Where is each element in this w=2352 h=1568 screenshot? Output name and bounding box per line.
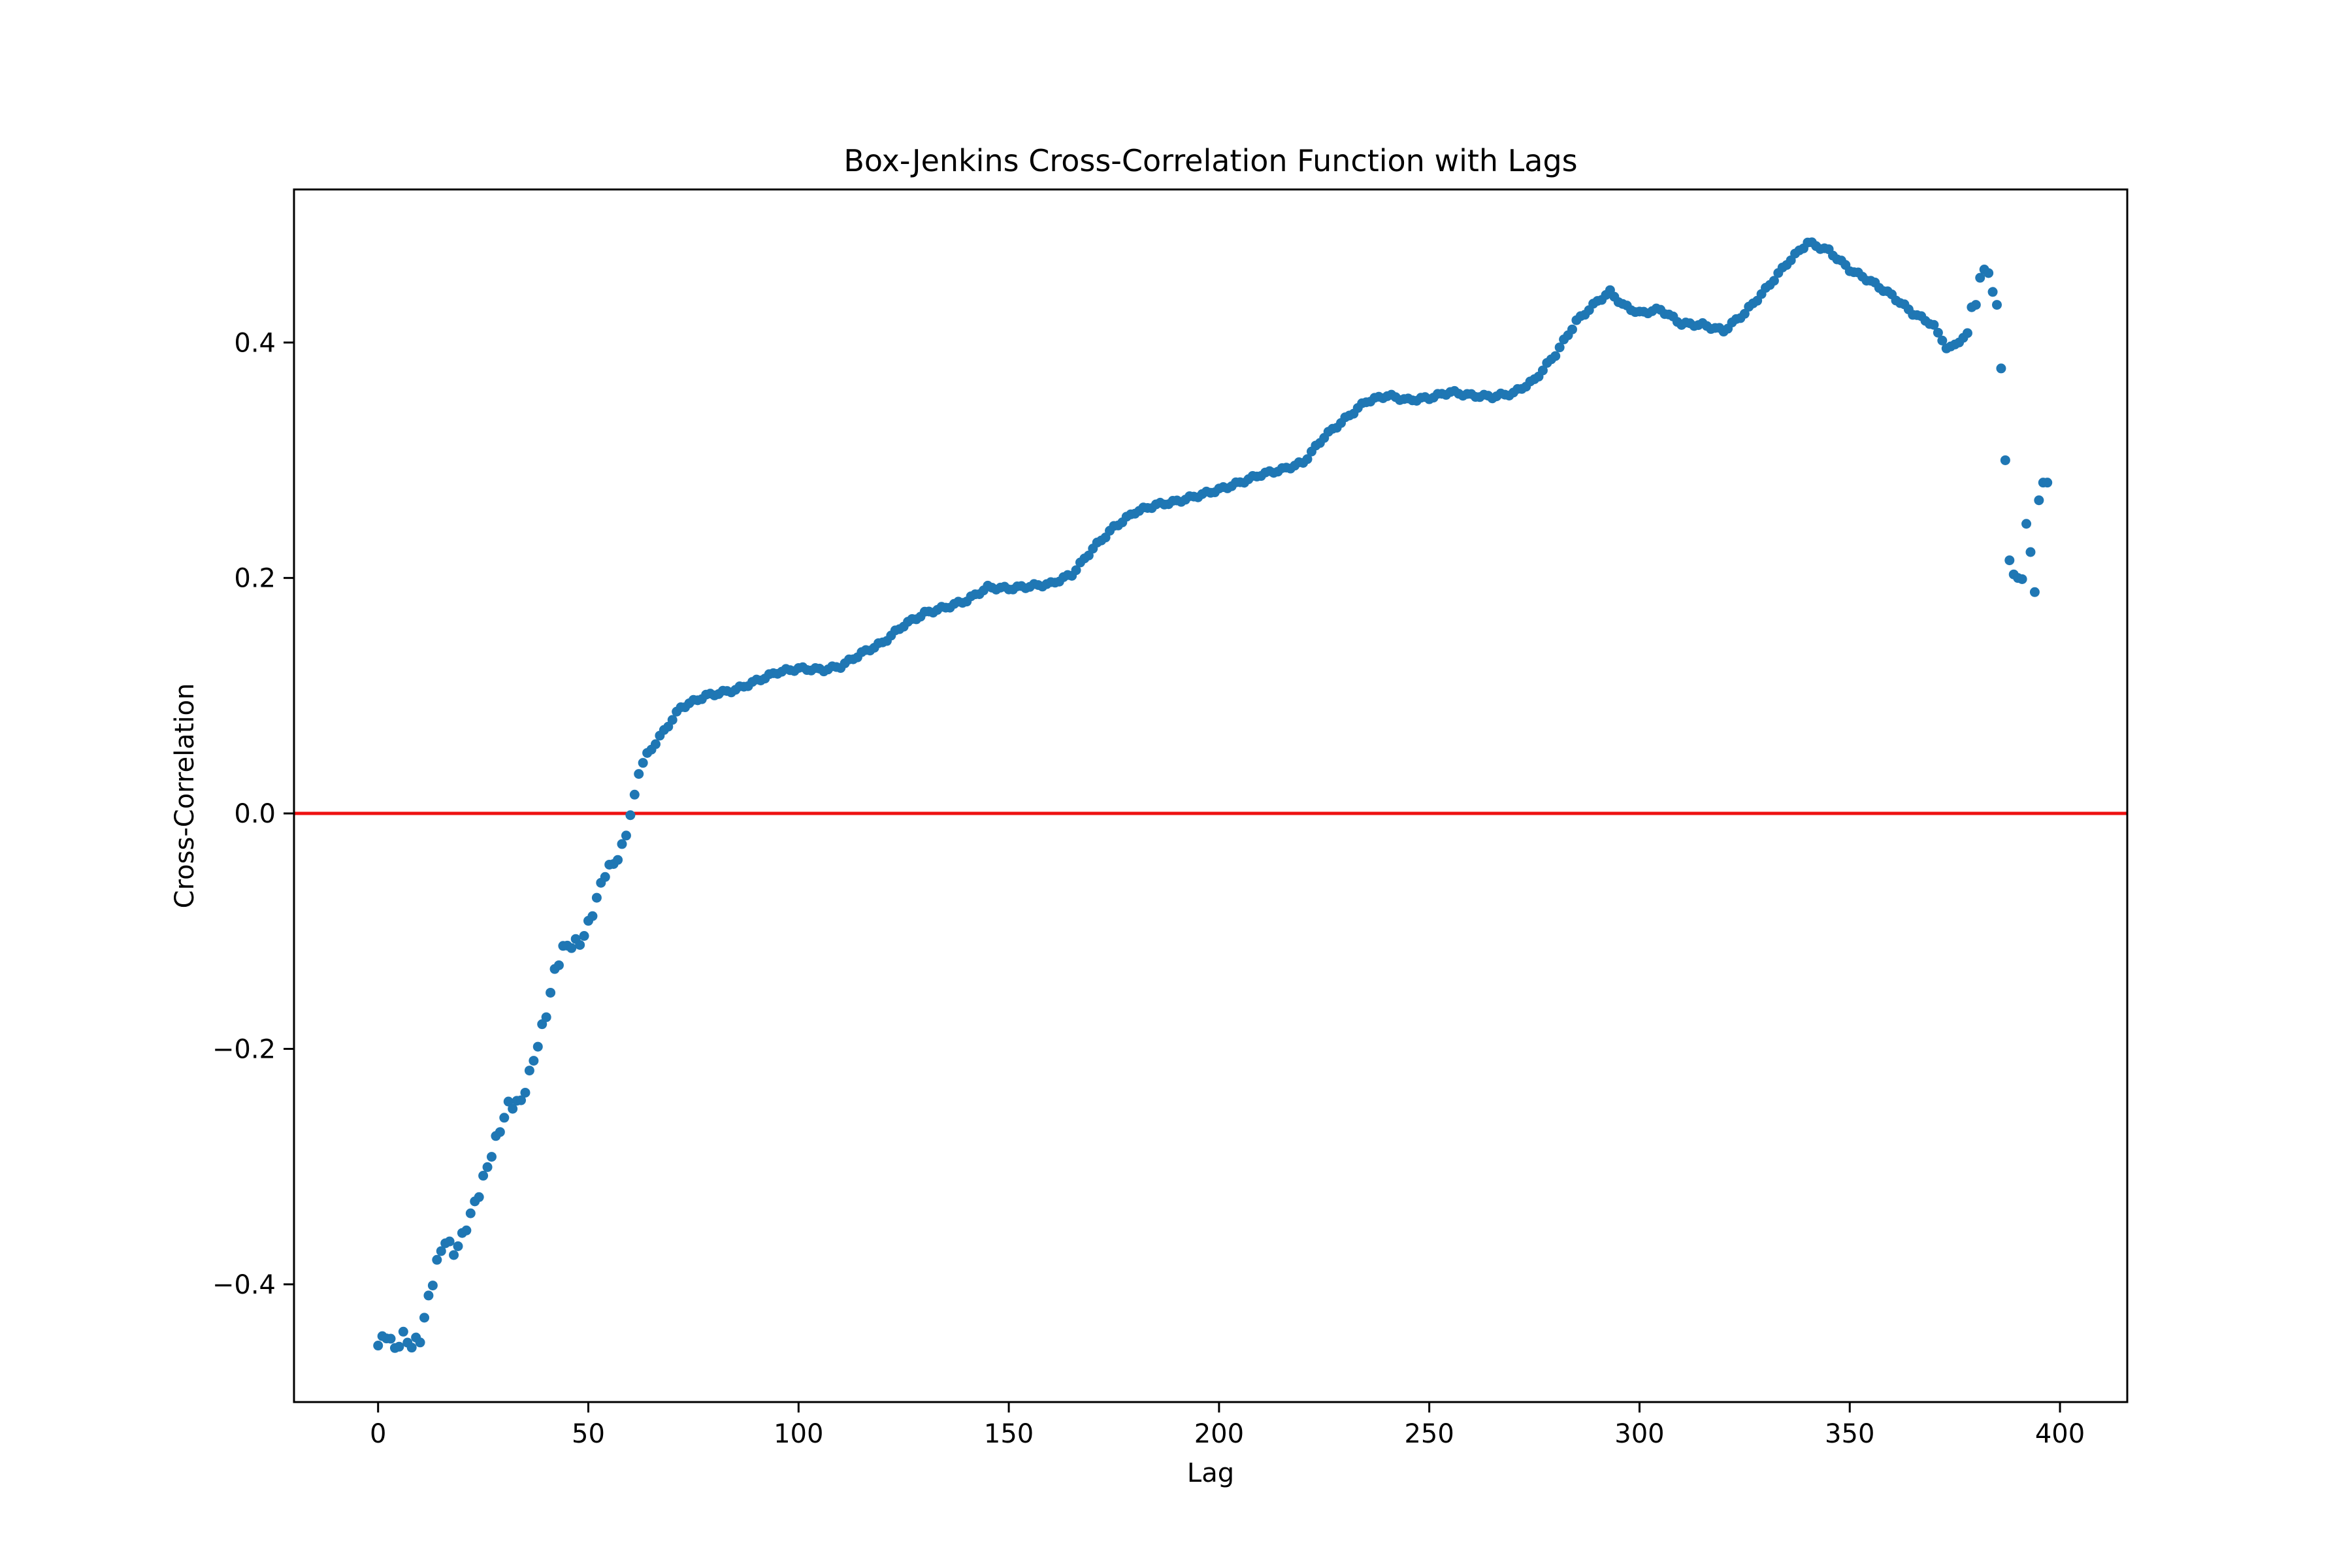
data-point (2017, 574, 2027, 584)
data-point (1739, 308, 1750, 319)
data-point (423, 1290, 434, 1301)
data-point (495, 1127, 505, 1137)
data-point (419, 1313, 430, 1323)
data-point (625, 810, 636, 821)
x-axis-label: Lag (1187, 1458, 1234, 1488)
y-tick-label: 0.2 (234, 564, 276, 594)
data-point (503, 1096, 514, 1107)
data-point (2004, 555, 2015, 566)
data-point (508, 1103, 518, 1114)
data-point (650, 739, 661, 749)
y-axis-label: Cross-Correlation (170, 683, 200, 909)
data-point (1970, 300, 1981, 310)
data-point (1996, 363, 2006, 374)
x-tick-label: 250 (1404, 1419, 1454, 1449)
data-point (524, 1066, 534, 1076)
data-point (449, 1250, 459, 1260)
data-point (1991, 300, 2002, 310)
data-point (520, 1087, 531, 1098)
data-point (474, 1192, 484, 1202)
data-point (373, 1341, 384, 1351)
data-point (427, 1281, 438, 1291)
data-point (634, 769, 644, 779)
data-point (546, 987, 556, 998)
data-point (2042, 478, 2053, 488)
data-point (1769, 276, 1779, 286)
data-point (541, 1012, 551, 1022)
data-point (465, 1208, 476, 1218)
x-axis: 0 50 100 150 200 250 300 350 400 (370, 1402, 2085, 1449)
y-axis: −0.4 −0.2 0.0 0.2 0.4 (212, 328, 294, 1300)
plot-area (293, 188, 2129, 1403)
data-point (432, 1254, 442, 1265)
data-point (587, 911, 598, 921)
data-point (529, 1056, 539, 1066)
data-point (478, 1171, 489, 1181)
data-point (1984, 268, 1994, 278)
data-point (415, 1337, 425, 1348)
x-tick-label: 0 (370, 1419, 386, 1449)
data-point (2029, 587, 2040, 597)
data-point (2034, 495, 2044, 506)
x-tick-label: 50 (572, 1419, 605, 1449)
data-point (1975, 272, 1985, 283)
data-point (499, 1113, 510, 1123)
data-point (1554, 342, 1565, 353)
data-point (667, 715, 678, 725)
data-point (638, 758, 648, 768)
x-tick-label: 150 (984, 1419, 1034, 1449)
data-point (1071, 565, 1081, 576)
data-point (516, 1095, 527, 1105)
data-point (406, 1343, 417, 1353)
data-point (486, 1152, 497, 1162)
x-tick-label: 350 (1825, 1419, 1874, 1449)
chart-title: Box-Jenkins Cross-Correlation Function w… (843, 143, 1577, 178)
data-point (629, 789, 640, 800)
data-point (1962, 328, 1972, 338)
data-point (600, 872, 610, 882)
data-point (1937, 335, 1948, 346)
data-point (1537, 365, 1548, 376)
axes-frame (293, 188, 2129, 1403)
data-point (553, 960, 564, 970)
data-point (1933, 327, 1943, 338)
data-point (398, 1326, 408, 1337)
data-point (579, 931, 589, 941)
data-point (591, 892, 602, 903)
data-point (453, 1241, 463, 1251)
y-tick-label: 0.0 (234, 799, 276, 829)
data-point (1929, 319, 1939, 330)
data-point (1987, 287, 1998, 297)
data-point (2021, 519, 2032, 529)
y-tick-label: −0.4 (212, 1270, 276, 1300)
data-point (617, 839, 627, 849)
x-tick-label: 400 (2035, 1419, 2085, 1449)
data-point (575, 939, 585, 950)
data-point (1302, 454, 1313, 465)
data-point (461, 1225, 472, 1235)
data-point (621, 830, 631, 841)
data-point (1550, 351, 1561, 361)
data-point (2025, 547, 2036, 557)
data-point (436, 1246, 446, 1256)
y-tick-label: −0.2 (212, 1034, 276, 1064)
x-tick-label: 100 (774, 1419, 823, 1449)
data-points (373, 237, 2053, 1353)
x-tick-label: 300 (1614, 1419, 1664, 1449)
y-tick-label: 0.4 (234, 328, 276, 358)
data-point (532, 1041, 543, 1052)
data-point (1567, 324, 1577, 335)
data-point (394, 1341, 404, 1352)
data-point (613, 855, 623, 865)
data-point (444, 1236, 455, 1247)
data-point (385, 1333, 396, 1344)
x-tick-label: 200 (1194, 1419, 1244, 1449)
data-point (566, 943, 577, 953)
data-point (482, 1162, 493, 1172)
data-point (2000, 455, 2010, 465)
